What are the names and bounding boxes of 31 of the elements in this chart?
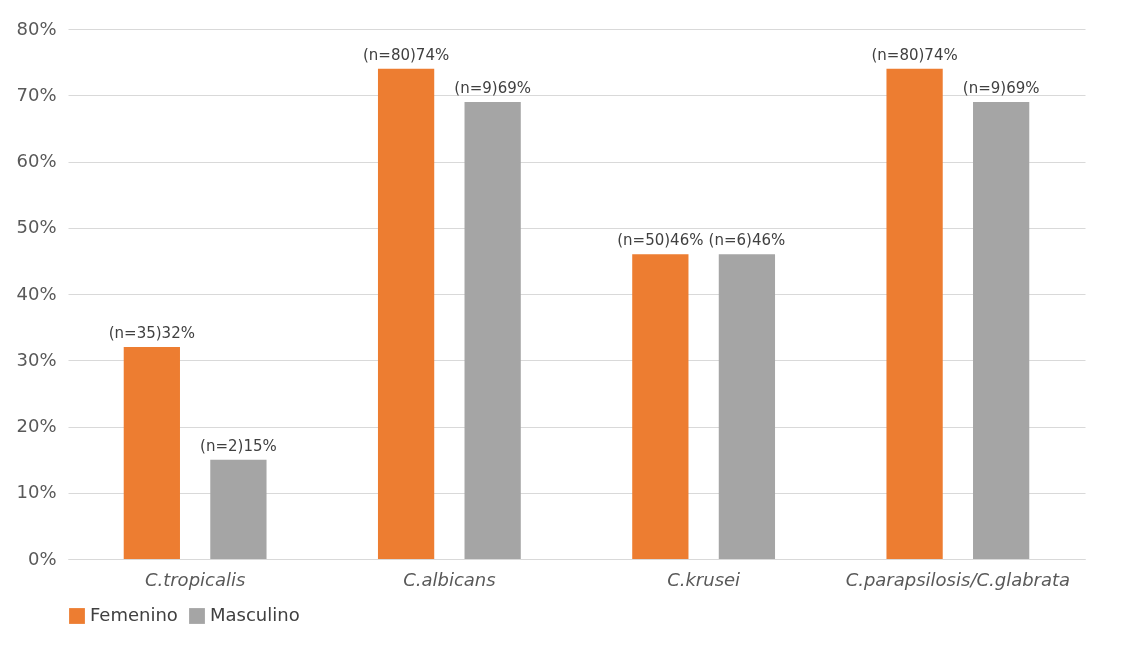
- data-label: (n=2)15%: [200, 436, 277, 455]
- y-tick-label: 80%: [16, 17, 57, 39]
- bar: [123, 347, 180, 559]
- y-tick-label: 0%: [27, 547, 57, 569]
- y-tick-label: 20%: [16, 415, 57, 436]
- data-label: (n=80)74%: [871, 45, 958, 64]
- y-tick-label: 50%: [16, 216, 57, 238]
- y-tick-label: 70%: [16, 83, 57, 105]
- bar: [464, 101, 521, 559]
- x-tick-label: C.parapsilosis/C.glabrata: [845, 568, 1071, 590]
- data-label: (n=9)69%: [454, 78, 531, 97]
- bar: [718, 254, 776, 559]
- legend-label: Masculino: [210, 604, 300, 625]
- legend-label: Femenino: [90, 604, 178, 625]
- bar: [973, 101, 1030, 559]
- x-tick-label: C.tropicalis: [144, 568, 246, 590]
- y-tick-label: 40%: [16, 282, 57, 304]
- data-label: (n=50)46%: [617, 231, 704, 250]
- bar: [632, 254, 689, 559]
- bar: [210, 459, 267, 559]
- bar: [886, 68, 943, 559]
- bar: [377, 68, 435, 559]
- y-tick-label: 10%: [16, 481, 57, 503]
- x-tick-label: C.krusei: [667, 568, 741, 590]
- data-label: (n=9)69%: [962, 78, 1040, 97]
- y-tick-label: 60%: [16, 150, 57, 171]
- data-label: (n=80)74%: [362, 45, 450, 64]
- x-tick-label: C.albicans: [403, 568, 496, 590]
- data-label: (n=6)46%: [708, 231, 786, 250]
- y-tick-label: 30%: [16, 348, 57, 370]
- data-label: (n=35)32%: [108, 324, 195, 342]
